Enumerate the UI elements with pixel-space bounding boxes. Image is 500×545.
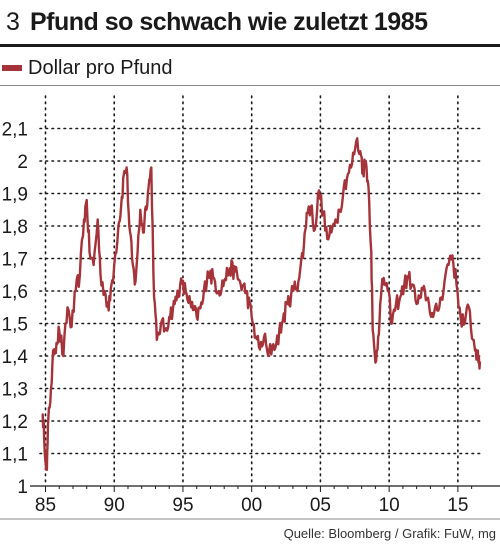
y-tick-label: 1,2: [2, 412, 28, 433]
x-tick-label: 00: [241, 495, 262, 516]
y-tick-label: 1,7: [2, 250, 28, 271]
y-tick-label: 1,8: [2, 217, 28, 238]
x-tick-label: 10: [379, 495, 400, 516]
y-tick-label: 1,6: [2, 282, 28, 303]
chart-header: 3 Pfund so schwach wie zuletzt 1985: [0, 0, 500, 48]
figure-number: 3: [6, 8, 20, 36]
legend-rule: [0, 85, 500, 86]
x-tick-label: 15: [447, 495, 468, 516]
y-tick-label: 1,1: [2, 445, 28, 466]
axis: [0, 485, 500, 520]
legend-swatch: [2, 65, 22, 71]
y-tick-label: 1,4: [2, 347, 29, 368]
y-tick-label: 1,9: [2, 185, 28, 206]
chart-title: Pfund so schwach wie zuletzt 1985: [30, 8, 428, 36]
series-layer: [41, 137, 482, 471]
grid: [39, 95, 485, 487]
y-tick-label: 1,5: [2, 315, 28, 336]
x-tick-label: 90: [104, 495, 125, 516]
title-rule: [0, 44, 500, 47]
y-tick-label: 2,1: [2, 120, 28, 141]
x-tick-label: 85: [35, 495, 56, 516]
x-tick-label: 05: [310, 495, 331, 516]
y-tick-label: 1: [17, 477, 28, 498]
x-tick-label: 95: [172, 495, 193, 516]
source-note: Quelle: Bloomberg / Grafik: FuW, mg: [283, 526, 496, 541]
legend-label: Dollar pro Pfund: [28, 57, 173, 79]
series-line-0: [41, 137, 482, 471]
y-tick-label: 1,3: [2, 380, 28, 401]
x-tick-labels: 85 90 95 00 05 10 15: [35, 495, 469, 516]
y-tick-labels: 1 1,1 1,2 1,3 1,4 1,5 1,6 1,7 1,8 1,9 2 2,1: [2, 120, 29, 499]
y-tick-label: 2: [17, 152, 28, 173]
